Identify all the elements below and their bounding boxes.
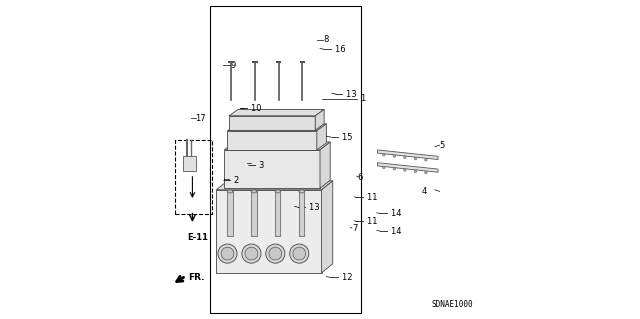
Ellipse shape [227, 190, 233, 193]
Circle shape [290, 244, 309, 263]
Bar [300, 191, 305, 236]
Polygon shape [378, 150, 438, 160]
Text: SDNAE1000: SDNAE1000 [431, 300, 473, 309]
Polygon shape [378, 163, 438, 172]
Bar [210, 6, 362, 313]
Polygon shape [321, 181, 333, 273]
Polygon shape [227, 124, 326, 131]
Text: 8: 8 [323, 35, 328, 44]
Text: — 11: — 11 [356, 193, 378, 202]
Circle shape [393, 155, 396, 157]
Circle shape [414, 170, 417, 173]
Text: 9: 9 [230, 61, 236, 70]
Text: — 15: — 15 [330, 133, 352, 142]
Circle shape [218, 244, 237, 263]
Circle shape [414, 157, 417, 160]
Text: FR.: FR. [189, 273, 205, 282]
Circle shape [404, 169, 406, 171]
Bar [183, 156, 196, 171]
Text: — 3: — 3 [248, 161, 264, 170]
Text: — 11: — 11 [356, 217, 378, 226]
Bar [175, 140, 212, 214]
Text: 17: 17 [195, 114, 205, 122]
Text: 1: 1 [360, 94, 365, 103]
Text: — 12: — 12 [330, 273, 352, 282]
Circle shape [424, 159, 427, 161]
Polygon shape [216, 190, 321, 273]
Circle shape [404, 156, 406, 159]
Polygon shape [216, 181, 333, 190]
Circle shape [383, 166, 385, 169]
Text: — 14: — 14 [380, 209, 401, 218]
Text: — 13: — 13 [335, 90, 357, 99]
Circle shape [221, 247, 234, 260]
Bar [275, 191, 280, 236]
Ellipse shape [275, 190, 281, 193]
Bar [227, 191, 232, 236]
Text: — 10: — 10 [240, 104, 262, 113]
Text: 5: 5 [439, 141, 444, 150]
Circle shape [266, 244, 285, 263]
Ellipse shape [251, 190, 257, 193]
Polygon shape [316, 109, 324, 130]
Text: E-11: E-11 [188, 233, 209, 242]
Polygon shape [229, 116, 316, 130]
Polygon shape [224, 142, 330, 150]
Ellipse shape [299, 190, 305, 193]
Polygon shape [320, 142, 330, 188]
Circle shape [383, 153, 385, 156]
Text: 6: 6 [358, 173, 363, 182]
Circle shape [269, 247, 282, 260]
Text: — 14: — 14 [380, 227, 401, 236]
Polygon shape [227, 131, 317, 150]
Circle shape [293, 247, 306, 260]
Text: 7: 7 [353, 224, 358, 233]
Circle shape [242, 244, 261, 263]
Circle shape [424, 171, 427, 174]
Text: — 13: — 13 [298, 203, 320, 212]
Bar [252, 191, 257, 236]
Text: — 2: — 2 [223, 176, 239, 185]
Text: 4: 4 [422, 187, 428, 196]
Circle shape [393, 167, 396, 170]
Polygon shape [317, 124, 326, 150]
Text: — 16: — 16 [324, 45, 346, 54]
Polygon shape [224, 150, 320, 188]
Polygon shape [229, 109, 324, 116]
Circle shape [245, 247, 258, 260]
